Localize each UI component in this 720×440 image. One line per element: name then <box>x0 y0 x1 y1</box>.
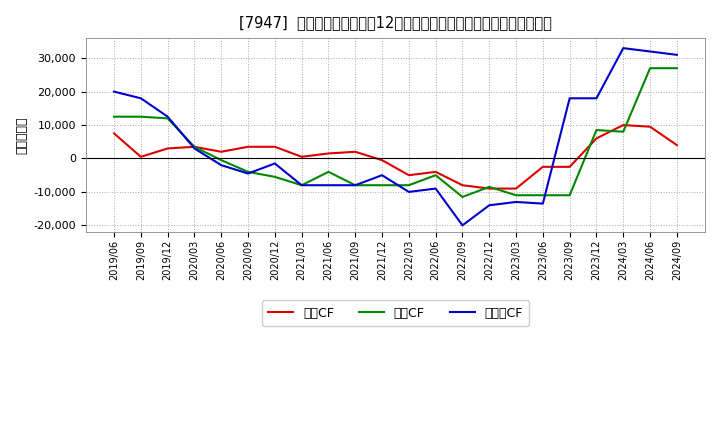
投資CF <box>672 66 681 71</box>
投資CF <box>592 128 600 133</box>
営業CF <box>592 136 600 141</box>
営業CF <box>217 149 225 154</box>
営業CF <box>378 158 387 163</box>
投資CF <box>163 116 172 121</box>
営業CF <box>565 164 574 169</box>
営業CF <box>271 144 279 150</box>
投資CF <box>297 183 306 188</box>
営業CF <box>672 143 681 148</box>
フリーCF <box>485 203 494 208</box>
営業CF <box>512 186 521 191</box>
投資CF <box>485 184 494 190</box>
投資CF <box>271 174 279 180</box>
投資CF <box>539 193 547 198</box>
フリーCF <box>109 89 118 94</box>
営業CF <box>297 154 306 159</box>
投資CF <box>405 183 413 188</box>
営業CF <box>539 164 547 169</box>
投資CF <box>512 193 521 198</box>
フリーCF <box>539 201 547 206</box>
フリーCF <box>646 49 654 54</box>
フリーCF <box>137 95 145 101</box>
フリーCF <box>405 189 413 194</box>
フリーCF <box>324 183 333 188</box>
投資CF <box>431 172 440 178</box>
営業CF <box>485 186 494 191</box>
投資CF <box>109 114 118 119</box>
投資CF <box>190 144 199 150</box>
投資CF <box>324 169 333 175</box>
営業CF <box>109 131 118 136</box>
営業CF <box>163 146 172 151</box>
投資CF <box>351 183 359 188</box>
投資CF <box>244 169 253 175</box>
Line: フリーCF: フリーCF <box>114 48 677 225</box>
営業CF <box>137 154 145 159</box>
営業CF <box>431 169 440 175</box>
フリーCF <box>163 114 172 119</box>
営業CF <box>324 151 333 156</box>
Y-axis label: （百万円）: （百万円） <box>15 116 28 154</box>
営業CF <box>190 144 199 150</box>
Title: [7947]  キャッシュフローの12か月移動合計の対前年同期増減額の推移: [7947] キャッシュフローの12か月移動合計の対前年同期増減額の推移 <box>239 15 552 30</box>
フリーCF <box>351 183 359 188</box>
営業CF <box>646 124 654 129</box>
フリーCF <box>592 95 600 101</box>
営業CF <box>619 122 628 128</box>
フリーCF <box>378 172 387 178</box>
投資CF <box>646 66 654 71</box>
投資CF <box>217 158 225 163</box>
フリーCF <box>672 52 681 58</box>
Line: 投資CF: 投資CF <box>114 68 677 197</box>
投資CF <box>458 194 467 200</box>
フリーCF <box>244 171 253 176</box>
フリーCF <box>431 186 440 191</box>
フリーCF <box>619 45 628 51</box>
フリーCF <box>271 161 279 166</box>
フリーCF <box>190 146 199 151</box>
営業CF <box>351 149 359 154</box>
営業CF <box>405 172 413 178</box>
投資CF <box>137 114 145 119</box>
投資CF <box>565 193 574 198</box>
フリーCF <box>512 199 521 205</box>
営業CF <box>458 183 467 188</box>
Legend: 営業CF, 投資CF, フリーCF: 営業CF, 投資CF, フリーCF <box>261 301 529 326</box>
フリーCF <box>565 95 574 101</box>
フリーCF <box>217 162 225 168</box>
営業CF <box>244 144 253 150</box>
投資CF <box>619 129 628 134</box>
フリーCF <box>297 183 306 188</box>
フリーCF <box>458 223 467 228</box>
投資CF <box>378 183 387 188</box>
Line: 営業CF: 営業CF <box>114 125 677 189</box>
